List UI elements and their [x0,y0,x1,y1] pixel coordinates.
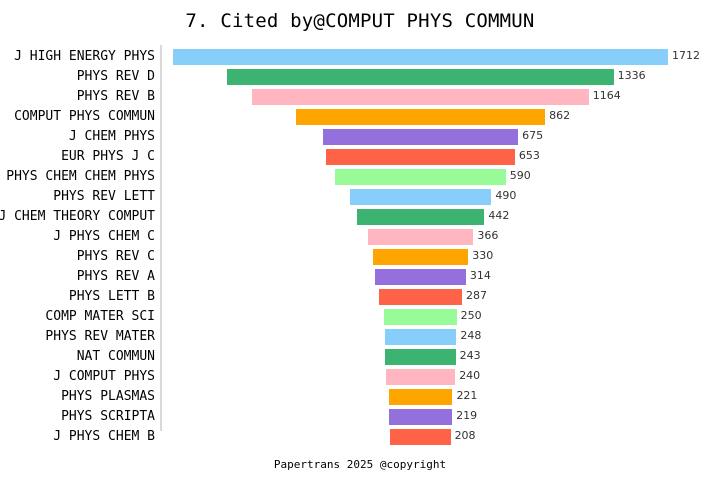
bar [388,409,453,425]
category-label: J PHYS CHEM B [53,429,155,444]
category-label: COMPUT PHYS COMMUN [14,109,155,124]
bar [227,69,614,85]
category-label: J CHEM THEORY COMPUT [0,209,155,224]
bar [384,329,457,345]
bar-row: J PHYS CHEM C 366 [0,227,720,247]
bar [326,149,515,165]
bar-row: PHYS REV A 314 [0,267,720,287]
value-label: 675 [522,129,544,142]
value-label: 250 [460,309,482,322]
value-label: 240 [459,369,481,382]
bar-row: NAT COMMUN 243 [0,347,720,367]
copyright-footer: Papertrans 2025 @copyright [273,458,447,471]
bar-row: PHYS REV MATER 248 [0,327,720,347]
value-label: 330 [472,249,494,262]
bar [372,249,469,265]
bar [385,369,456,385]
value-label: 287 [465,289,487,302]
category-label: PHYS REV D [76,69,155,84]
category-label: PHYS SCRIPTA [61,409,155,424]
category-label: PHYS REV MATER [45,329,155,344]
category-label: COMP MATER SCI [45,309,155,324]
bar-row: J COMPUT PHYS 240 [0,367,720,387]
value-label: 442 [488,209,510,222]
category-label: PHYS REV B [76,89,155,104]
bar [379,289,462,305]
chart-title: 7. Cited by@COMPUT PHYS COMMUN [185,10,535,32]
bar-row: PHYS REV LETT 490 [0,187,720,207]
bar [322,129,519,145]
bar [390,429,451,445]
value-label: 219 [456,409,478,422]
category-label: J PHYS CHEM C [53,229,155,244]
bar [388,389,453,405]
category-label: PHYS PLASMAS [61,389,155,404]
bar-row: J CHEM THEORY COMPUT 442 [0,207,720,227]
bar-row: COMP MATER SCI 250 [0,307,720,327]
category-label: PHYS CHEM CHEM PHYS [6,169,155,184]
bar-row: PHYS LETT B 287 [0,287,720,307]
bar [335,169,506,185]
bar [252,89,589,105]
value-label: 1712 [672,49,700,62]
bar-row: PHYS REV C 330 [0,247,720,267]
category-label: PHYS REV C [76,249,155,264]
value-label: 221 [456,389,478,402]
value-label: 1336 [617,69,646,82]
bar [385,349,456,365]
value-label: 248 [460,329,482,342]
bar-row: J PHYS CHEM B 208 [0,427,720,447]
value-label: 1164 [592,89,621,102]
bar [173,49,668,65]
bar-row: EUR PHYS J C 653 [0,147,720,167]
value-label: 366 [477,229,499,242]
bar-row: PHYS PLASMAS 221 [0,387,720,407]
value-label: 314 [469,269,491,282]
bar [349,189,492,205]
bar-row: J HIGH ENERGY PHYS 1712 [0,47,720,67]
bar-row: PHYS REV B 1164 [0,87,720,107]
category-label: PHYS LETT B [68,289,155,304]
category-label: PHYS REV LETT [53,189,155,204]
bar-row: PHYS CHEM CHEM PHYS 590 [0,167,720,187]
value-label: 862 [549,109,571,122]
bar-row: COMPUT PHYS COMMUN 862 [0,107,720,127]
category-label: EUR PHYS J C [61,149,155,164]
category-label: PHYS REV A [76,269,155,284]
bar-row: PHYS SCRIPTA 219 [0,407,720,427]
value-label: 653 [518,149,540,162]
bar [295,109,546,125]
bar-row: J CHEM PHYS 675 [0,127,720,147]
bar [384,309,457,325]
bar [375,269,466,285]
category-label: J COMPUT PHYS [53,369,155,384]
category-label: J CHEM PHYS [68,129,155,144]
category-label: NAT COMMUN [76,349,155,364]
value-label: 208 [454,429,476,442]
value-label: 590 [509,169,531,182]
value-label: 490 [495,189,517,202]
bar [367,229,474,245]
y-axis-line [160,45,162,431]
bar-row: PHYS REV D 1336 [0,67,720,87]
bar [356,209,485,225]
value-label: 243 [459,349,481,362]
category-label: J HIGH ENERGY PHYS [14,49,155,64]
